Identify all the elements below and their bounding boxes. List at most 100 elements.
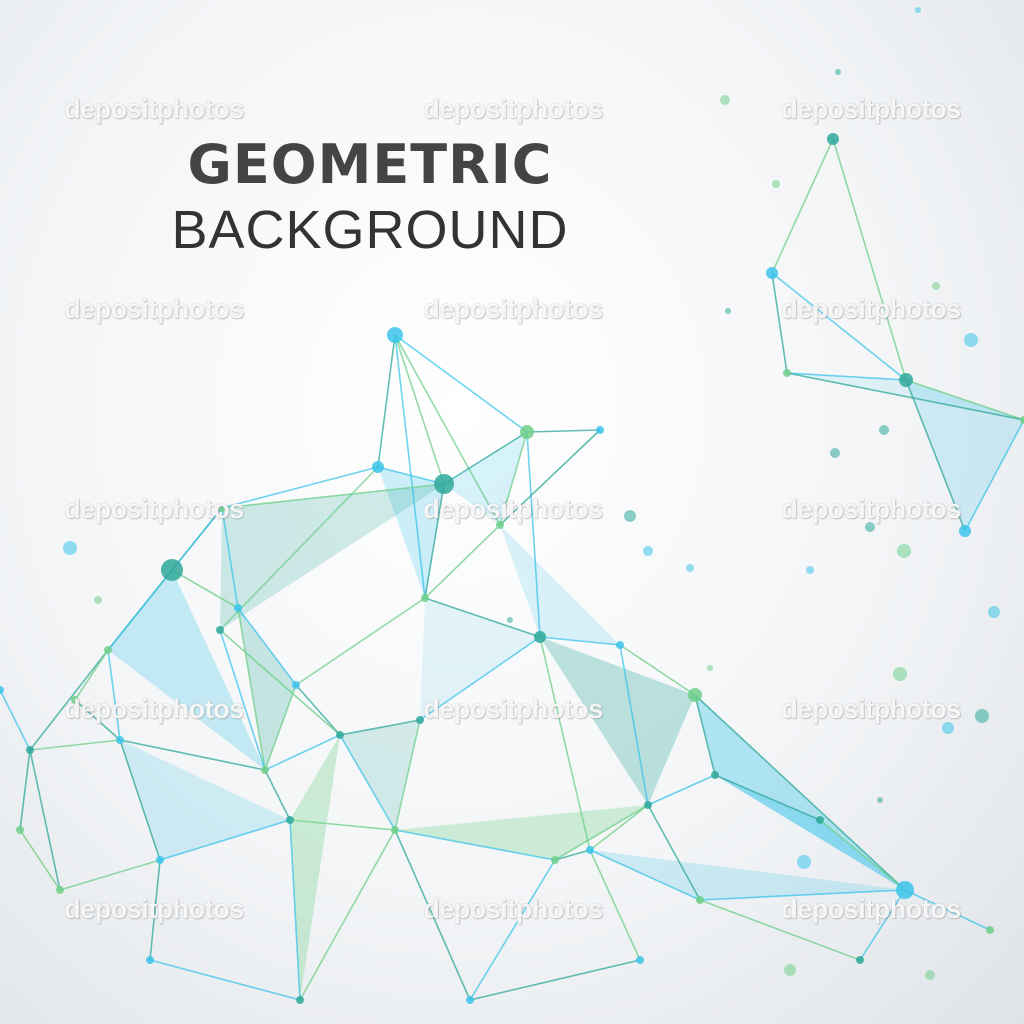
- network-line: [264, 769, 291, 821]
- translucent-triangle: [590, 850, 905, 900]
- network-line: [964, 419, 1024, 532]
- network-node: [466, 996, 474, 1004]
- network-line: [904, 889, 991, 931]
- network-line: [149, 959, 301, 1001]
- network-node: [292, 681, 300, 689]
- network-node: [827, 133, 839, 145]
- network-node: [520, 425, 534, 439]
- network-line: [29, 649, 109, 751]
- network-node: [116, 736, 124, 744]
- network-nodes: [0, 7, 1024, 1004]
- network-node: [856, 956, 864, 964]
- floating-dot: [879, 425, 889, 435]
- network-line: [394, 334, 426, 599]
- network-line: [295, 684, 341, 736]
- network-node: [899, 373, 913, 387]
- network-node: [16, 826, 24, 834]
- network-line: [832, 138, 907, 381]
- watermark-text: depositphotos: [64, 694, 244, 724]
- network-node: [416, 716, 424, 724]
- network-line: [289, 819, 396, 831]
- network-line: [29, 739, 121, 751]
- network-line: [469, 959, 641, 1001]
- network-line: [905, 379, 1024, 421]
- watermark-text: depositphotos: [423, 294, 603, 324]
- network-line: [499, 431, 528, 526]
- watermark-text: depositphotos: [423, 494, 603, 524]
- network-line: [264, 684, 297, 771]
- network-line: [394, 334, 528, 433]
- network-line: [237, 607, 266, 771]
- network-line: [647, 774, 716, 806]
- watermark-text: depositphotos: [423, 894, 603, 924]
- watermark-text: depositphotos: [64, 94, 244, 124]
- floating-dot: [897, 544, 911, 558]
- watermark-text: depositphotos: [781, 694, 961, 724]
- network-node: [0, 686, 4, 694]
- translucent-triangle: [220, 484, 444, 630]
- network-line: [589, 849, 701, 901]
- network-node: [596, 426, 604, 434]
- network-line: [469, 859, 556, 1001]
- network-line: [19, 749, 31, 831]
- watermark-text: depositphotos: [423, 94, 603, 124]
- floating-dot: [988, 606, 1000, 618]
- network-line: [619, 644, 696, 696]
- network-node: [261, 766, 269, 774]
- network-line: [647, 804, 701, 901]
- translucent-triangle: [420, 598, 540, 720]
- network-node: [644, 801, 652, 809]
- network-line: [771, 272, 788, 374]
- network-line: [419, 636, 541, 721]
- floating-dot: [720, 95, 730, 105]
- floating-dot: [63, 541, 77, 555]
- network-line: [499, 429, 601, 526]
- network-node: [986, 926, 994, 934]
- floating-dot: [893, 667, 907, 681]
- network-line: [786, 372, 907, 381]
- floating-dot: [942, 722, 954, 734]
- network-line: [424, 483, 445, 599]
- network-line: [859, 889, 906, 961]
- network-node: [688, 688, 702, 702]
- network-line: [694, 694, 716, 776]
- network-line: [394, 829, 471, 1001]
- translucent-triangle: [340, 720, 420, 830]
- translucent-triangle: [395, 805, 648, 860]
- floating-dot: [806, 566, 814, 574]
- network-node: [616, 641, 624, 649]
- network-line: [699, 889, 906, 901]
- network-node: [434, 474, 454, 494]
- translucent-triangle: [378, 467, 444, 598]
- network-line: [786, 372, 1024, 421]
- network-line: [29, 749, 61, 891]
- network-node: [391, 826, 399, 834]
- network-node: [156, 856, 164, 864]
- network-line: [221, 507, 239, 609]
- network-line: [171, 569, 239, 609]
- network-line: [221, 483, 445, 509]
- network-line: [554, 804, 649, 861]
- floating-dot: [964, 333, 978, 347]
- floating-dot: [686, 564, 694, 572]
- network-line: [443, 431, 528, 485]
- network-line: [619, 644, 649, 806]
- network-line: [107, 507, 223, 651]
- network-node: [161, 559, 183, 581]
- floating-dot: [725, 308, 731, 314]
- network-node: [218, 504, 226, 512]
- floating-dot: [865, 522, 875, 532]
- network-line: [149, 859, 161, 961]
- network-line: [394, 334, 501, 526]
- floating-dot: [643, 546, 653, 556]
- network-line: [526, 429, 601, 433]
- network-line: [289, 819, 301, 1001]
- floating-dot: [707, 665, 713, 671]
- translucent-triangle: [290, 735, 340, 1000]
- floating-dot: [797, 855, 811, 869]
- watermark-text: depositphotos: [781, 894, 961, 924]
- network-line: [299, 829, 396, 1001]
- network-line: [119, 739, 161, 861]
- network-line: [424, 597, 541, 638]
- translucent-triangle: [500, 525, 620, 645]
